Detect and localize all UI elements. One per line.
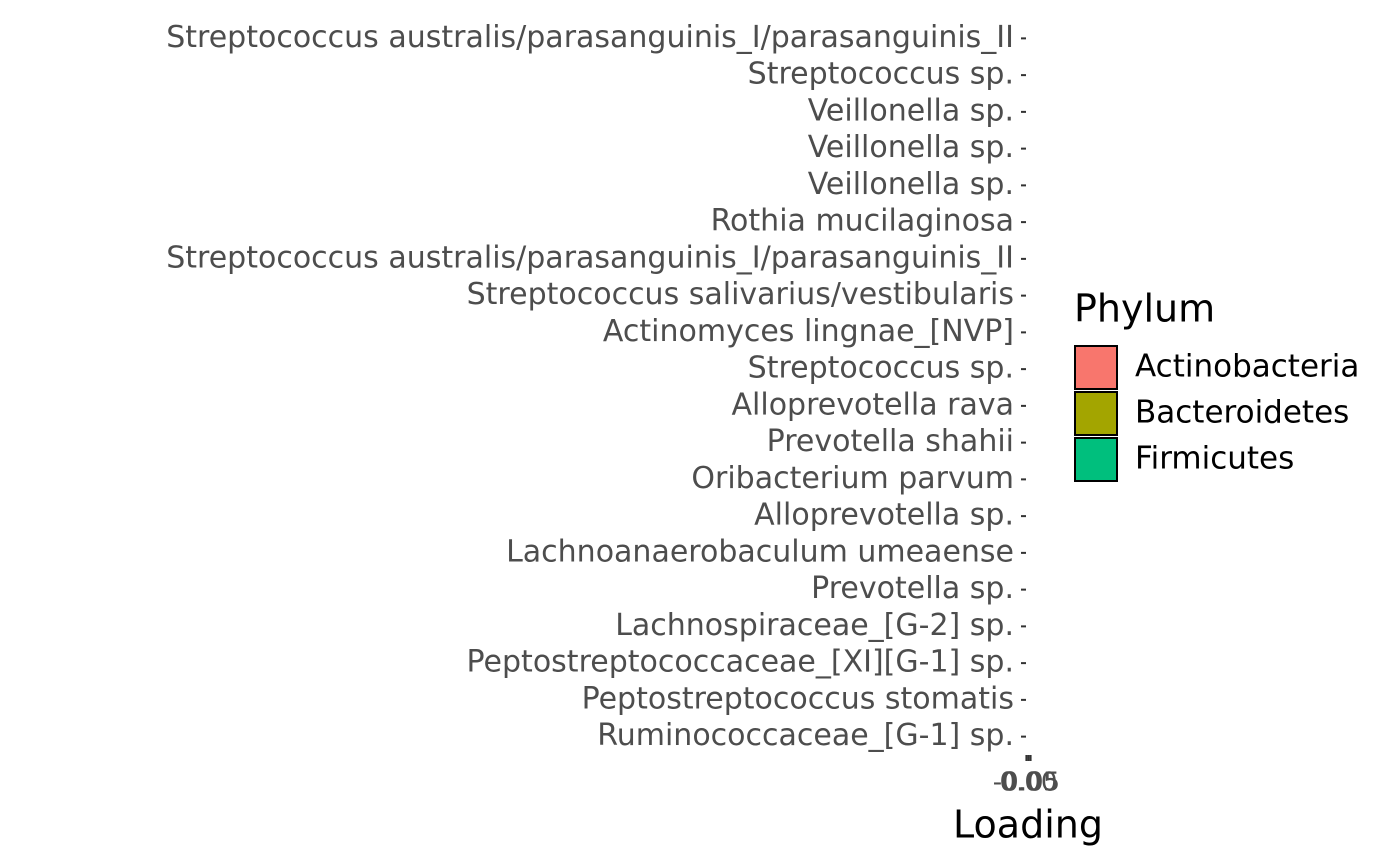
y-tick-label: Streptococcus australis/parasanguinis_I/… bbox=[166, 240, 1014, 275]
y-tick-label: Actinomyces lingnae_[NVP] bbox=[603, 314, 1014, 349]
y-tick-label: Alloprevotella rava bbox=[732, 387, 1015, 422]
legend-label: Actinobacteria bbox=[1135, 349, 1359, 385]
y-tick-label: Streptococcus australis/parasanguinis_I/… bbox=[166, 20, 1014, 55]
y-tick-label: Rothia mucilaginosa bbox=[711, 204, 1014, 239]
y-tick-label: Oribacterium parvum bbox=[691, 461, 1014, 496]
y-tick-label: Peptostreptococcus stomatis bbox=[582, 681, 1014, 716]
y-tick-label: Streptococcus sp. bbox=[748, 351, 1014, 386]
x-axis-title: Loading bbox=[953, 803, 1103, 847]
x-tick-label: 0.00 bbox=[1000, 768, 1058, 798]
legend-label: Firmicutes bbox=[1135, 441, 1294, 477]
x-tick-label: -0.05 bbox=[993, 768, 1060, 798]
y-tick-label: Veillonella sp. bbox=[808, 130, 1014, 165]
y-tick-label: Lachnoanaerobaculum umeaense bbox=[506, 534, 1014, 569]
y-tick-label: Streptococcus salivarius/vestibularis bbox=[467, 277, 1014, 312]
x-tick-label: 0.05 bbox=[1002, 768, 1060, 798]
y-tick-label: Prevotella shahii bbox=[767, 424, 1014, 459]
y-tick-label: Prevotella sp. bbox=[811, 571, 1014, 606]
legend-label: Bacteroidetes bbox=[1135, 395, 1349, 431]
legend-title: Phylum bbox=[1074, 287, 1215, 331]
y-tick-label: Veillonella sp. bbox=[808, 93, 1014, 128]
y-tick-label: Ruminococcaceae_[G-1] sp. bbox=[597, 718, 1014, 753]
y-tick-label: Alloprevotella sp. bbox=[754, 498, 1014, 533]
y-tick-label: Veillonella sp. bbox=[808, 167, 1014, 202]
legend-key bbox=[1074, 437, 1118, 482]
legend-key bbox=[1074, 345, 1118, 390]
y-tick-label: Streptococcus sp. bbox=[748, 57, 1014, 92]
y-tick-label: Lachnospiraceae_[G-2] sp. bbox=[615, 608, 1014, 643]
y-tick-label: Peptostreptococcaceae_[XI][G-1] sp. bbox=[467, 645, 1014, 680]
legend-key bbox=[1074, 391, 1118, 436]
